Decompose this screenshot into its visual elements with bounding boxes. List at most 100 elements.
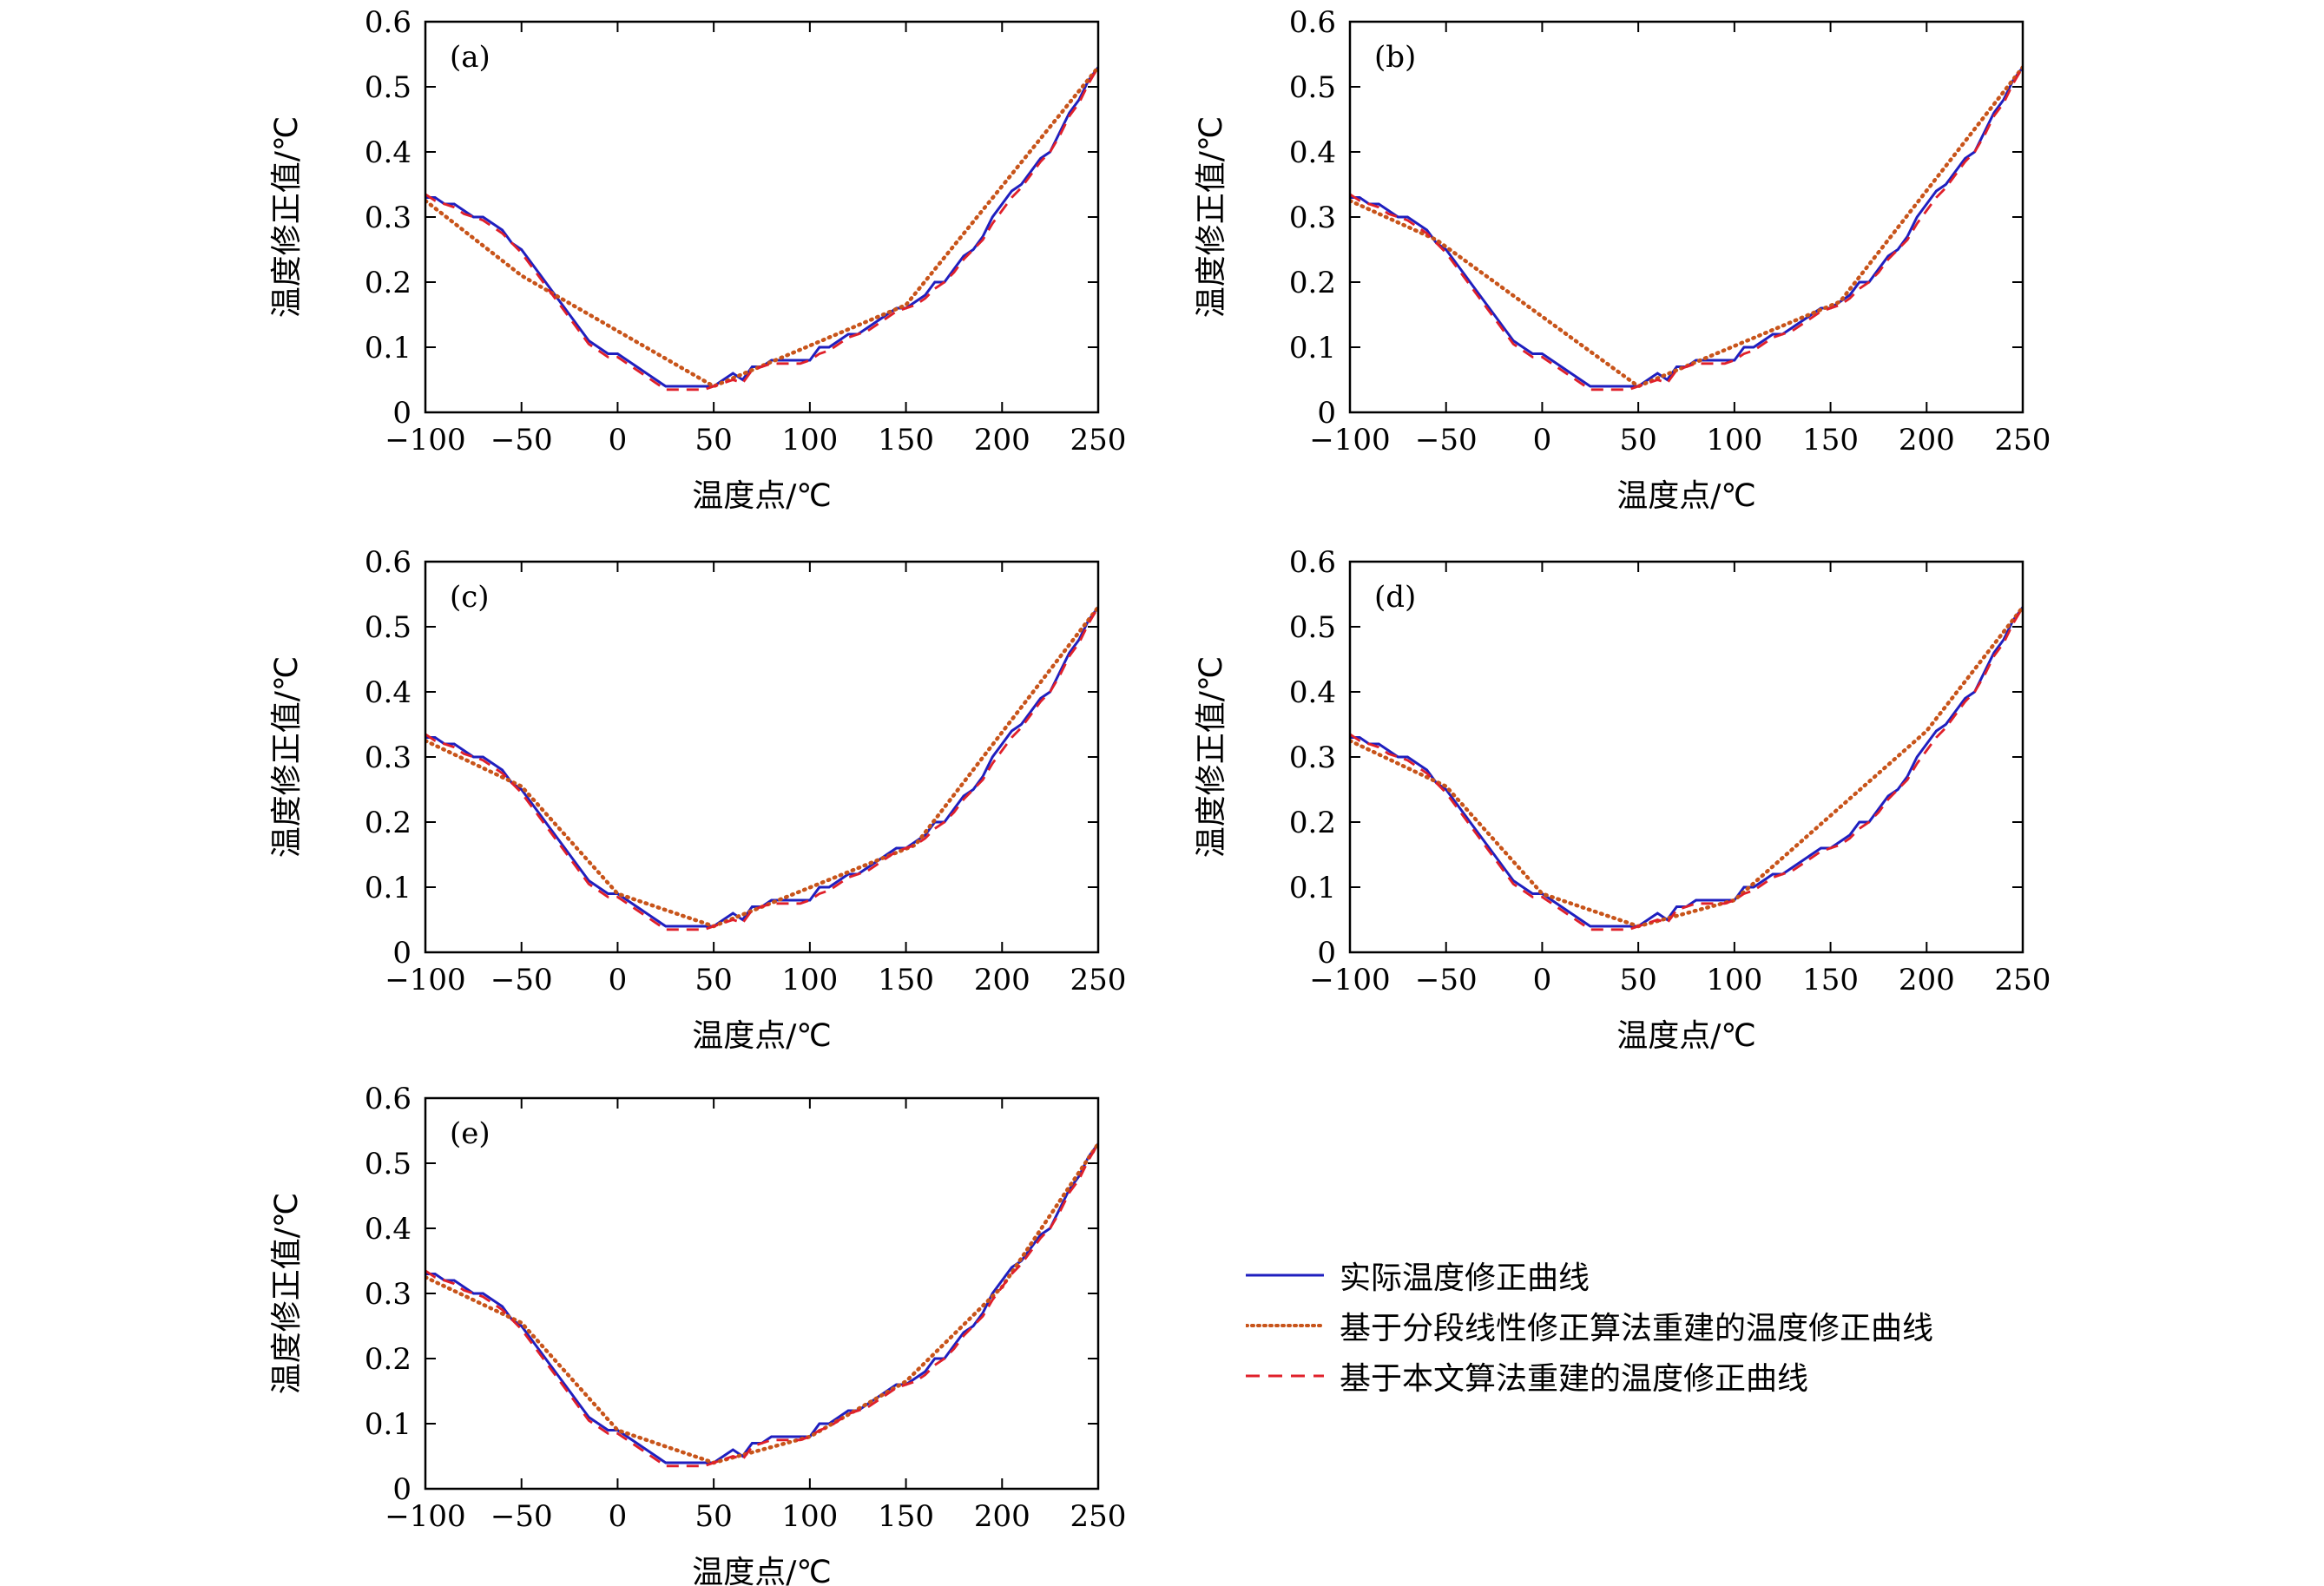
panel-label: (a)	[450, 40, 490, 75]
y-tick-label: 0.6	[365, 1082, 411, 1116]
legend-label-actual: 实际温度修正曲线	[1340, 1260, 1590, 1296]
y-tick-label: 0.2	[365, 1342, 411, 1377]
series-piecewise-line	[425, 605, 1098, 929]
x-tick-label: −100	[385, 1499, 465, 1534]
x-tick-label: 100	[1706, 963, 1762, 997]
x-axis-label: 温度点/℃	[1616, 478, 1756, 514]
y-tick-label: 0.2	[1289, 266, 1336, 300]
y-tick-label: 0.6	[365, 545, 411, 580]
legend-label-piecewise: 基于分段线性修正算法重建的温度修正曲线	[1340, 1311, 1934, 1346]
y-tick-label: 0.6	[365, 5, 411, 40]
x-axis-label: 温度点/℃	[692, 478, 832, 514]
x-axis-label: 温度点/℃	[1616, 1018, 1756, 1054]
series-actual-line	[1350, 66, 2023, 388]
x-tick-label: 200	[1899, 423, 1955, 457]
legend-label-proposed: 基于本文算法重建的温度修正曲线	[1340, 1361, 1809, 1397]
chart-panel-a: −100 −50 0 50 100 150 200 250 0 0.1 0.2 0.3 0.4 0.5 0.…	[269, 5, 1126, 514]
y-tick-label: 0.2	[365, 266, 411, 300]
y-tick-label: 0.5	[1289, 610, 1336, 645]
x-tick-label: 100	[781, 1499, 838, 1534]
y-tick-label: 0.1	[1289, 871, 1336, 905]
plot-frame	[1348, 20, 2024, 414]
x-tick-label: 200	[974, 1499, 1030, 1534]
y-tick-label: 0.4	[365, 675, 411, 710]
series-proposed-line	[425, 606, 1098, 931]
panel-label: (e)	[450, 1116, 490, 1151]
x-tick-label: −50	[1415, 963, 1478, 997]
x-tick-label: 50	[695, 423, 733, 457]
x-tick-label: 150	[878, 423, 934, 457]
y-tick-label: 0.3	[365, 1277, 411, 1312]
y-axis-label: 温度修正值/℃	[269, 1193, 305, 1395]
legend-item-proposed: 基于本文算法重建的温度修正曲线	[1246, 1351, 1933, 1401]
y-tick-label: 0.1	[365, 331, 411, 365]
x-tick-label: 150	[878, 963, 934, 997]
x-tick-label: 250	[1070, 1499, 1127, 1534]
x-tick-label: 150	[1802, 963, 1859, 997]
x-tick-label: 50	[695, 963, 733, 997]
y-axis-label: 温度修正值/℃	[269, 656, 305, 859]
x-tick-label: 0	[609, 963, 628, 997]
y-tick-label: 0.3	[1289, 740, 1336, 775]
y-tick-label: 0.1	[1289, 331, 1336, 365]
panel-label: (c)	[450, 580, 490, 615]
x-tick-label: 250	[1070, 423, 1127, 457]
x-tick-label: 150	[878, 1499, 934, 1534]
y-tick-label: 0.1	[365, 1407, 411, 1442]
series-actual-line	[425, 1142, 1098, 1464]
chart-panel-b: −100 −50 0 50 100 150 200 250 0 0.1 0.2 0.3 0.4 0.5 0.…	[1194, 5, 2051, 514]
x-tick-label: 50	[695, 1499, 733, 1534]
chart-panel-d: −100 −50 0 50 100 150 200 250 0 0.1 0.2 0.3 0.4 0.5 0.…	[1194, 545, 2051, 1054]
x-tick-label: 0	[609, 423, 628, 457]
x-tick-label: −100	[385, 963, 465, 997]
y-tick-label: 0.4	[1289, 675, 1336, 710]
x-tick-label: −100	[1309, 423, 1390, 457]
x-tick-label: −50	[1415, 423, 1478, 457]
legend-item-actual: 实际温度修正曲线	[1246, 1250, 1933, 1300]
y-tick-label: 0.5	[365, 1147, 411, 1181]
series-actual-line	[1350, 606, 2023, 928]
x-tick-label: 200	[974, 423, 1030, 457]
series-piecewise-line	[425, 65, 1098, 389]
x-tick-label: −100	[385, 423, 465, 457]
x-tick-label: 100	[781, 963, 838, 997]
y-axis-label: 温度修正值/℃	[1194, 656, 1229, 859]
plot-frame	[424, 20, 1100, 414]
plot-frame	[424, 560, 1100, 954]
x-tick-label: 50	[1620, 963, 1657, 997]
y-tick-label: 0.4	[365, 135, 411, 170]
y-tick-label: 0.3	[365, 740, 411, 775]
series-actual-line	[425, 606, 1098, 928]
y-tick-label: 0.1	[365, 871, 411, 905]
x-tick-label: 100	[1706, 423, 1762, 457]
y-tick-label: 0.3	[1289, 201, 1336, 235]
x-tick-label: 250	[1995, 963, 2051, 997]
x-tick-label: 0	[1533, 963, 1552, 997]
y-tick-label: 0	[1317, 396, 1336, 431]
y-axis-label: 温度修正值/℃	[1194, 116, 1229, 319]
y-tick-label: 0	[392, 1472, 411, 1507]
x-axis-label: 温度点/℃	[692, 1018, 832, 1054]
y-tick-label: 0	[392, 936, 411, 971]
series-actual-line	[425, 66, 1098, 388]
y-tick-label: 0.6	[1289, 545, 1336, 580]
x-tick-label: −100	[1309, 963, 1390, 997]
plot-frame	[1348, 560, 2024, 954]
y-tick-label: 0.5	[365, 70, 411, 105]
series-proposed-line	[425, 1142, 1098, 1468]
x-tick-label: −50	[490, 423, 553, 457]
series-proposed-line	[425, 66, 1098, 392]
y-tick-label: 0.5	[365, 610, 411, 645]
x-tick-label: 100	[781, 423, 838, 457]
y-tick-label: 0.4	[365, 1212, 411, 1247]
y-tick-label: 0	[392, 396, 411, 431]
y-tick-label: 0.2	[1289, 806, 1336, 840]
legend: 实际温度修正曲线 基于分段线性修正算法重建的温度修正曲线 基于本文算法重建的温度…	[1246, 1250, 1933, 1401]
series-proposed-line	[1350, 606, 2023, 931]
y-tick-label: 0.6	[1289, 5, 1336, 40]
legend-swatch-proposed	[1246, 1374, 1324, 1378]
series-piecewise-line	[1350, 65, 2023, 389]
x-tick-label: 200	[974, 963, 1030, 997]
panel-label: (b)	[1374, 40, 1416, 75]
x-tick-label: −50	[490, 963, 553, 997]
